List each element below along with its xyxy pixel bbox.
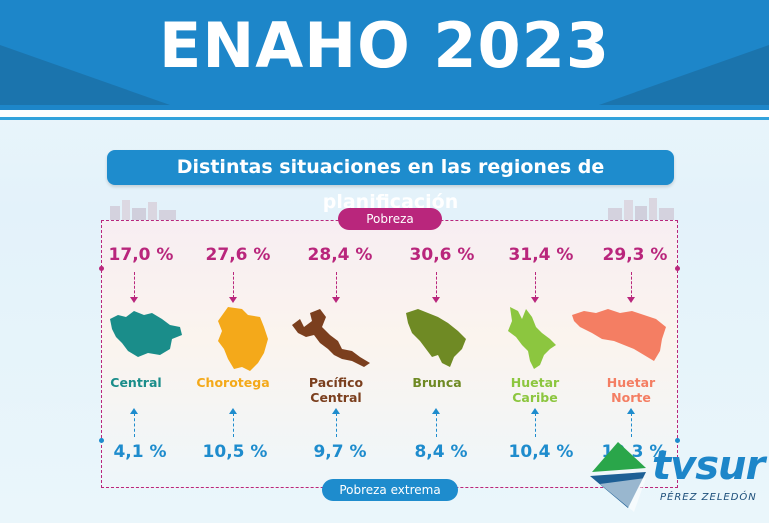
region-name-chorotega: Chorotega [183, 375, 283, 390]
arrow-up [432, 408, 440, 437]
chorotega-map-icon [218, 307, 268, 371]
extreme-value-central: 4,1 % [113, 442, 167, 462]
extreme-value-pacifico-central: 9,7 % [313, 442, 367, 462]
header-fold-left [0, 45, 170, 105]
region-name-line: Brunca [412, 375, 462, 390]
arrow-down [531, 272, 539, 303]
skyline-left-icon [110, 200, 176, 220]
arrow-up [332, 408, 340, 437]
arrow-up [229, 408, 237, 437]
arrow-down [332, 272, 340, 303]
arrow-down [130, 272, 138, 303]
panel-dot [99, 266, 104, 271]
arrow-up [130, 408, 138, 437]
skyline-right-icon [608, 198, 674, 220]
tvsur-logo-icon [590, 442, 646, 512]
arrow-down [229, 272, 237, 303]
pacifico-central-map-icon [292, 309, 370, 367]
region-name-line: Chorotega [196, 375, 270, 390]
header-band: ENAHO 2023 [0, 0, 769, 110]
region-name-brunca: Brunca [387, 375, 487, 390]
region-name-line: Caribe [512, 390, 558, 405]
poverty-value-huetar-norte: 29,3 % [602, 245, 668, 265]
huetar-norte-map-icon [572, 309, 666, 361]
extreme-poverty-label: Pobreza extrema [322, 479, 458, 501]
central-map-icon [110, 311, 182, 357]
region-name-huetar-norte: Huetar Norte [581, 375, 681, 405]
arrow-up [627, 408, 635, 437]
logo-subtitle: PÉREZ ZELEDÓN [660, 492, 757, 503]
page-title: ENAHO 2023 [159, 9, 610, 82]
arrow-down [432, 272, 440, 303]
extreme-value-chorotega: 10,5 % [202, 442, 268, 462]
brunca-map-icon [406, 309, 466, 367]
header-fold-right [599, 45, 769, 105]
poverty-value-pacifico-central: 28,4 % [307, 245, 373, 265]
region-name-line: Huetar [510, 375, 560, 390]
poverty-value-brunca: 30,6 % [409, 245, 475, 265]
extreme-value-huetar-caribe: 10,4 % [508, 442, 574, 462]
region-name-line: Central [310, 390, 362, 405]
arrow-down [627, 272, 635, 303]
panel-dot [675, 266, 680, 271]
poverty-value-chorotega: 27,6 % [205, 245, 271, 265]
region-name-huetar-caribe: Huetar Caribe [485, 375, 585, 405]
panel-dot [99, 438, 104, 443]
header-stripe [0, 110, 769, 120]
poverty-value-huetar-caribe: 31,4 % [508, 245, 574, 265]
region-name-line: Huetar [606, 375, 656, 390]
huetar-caribe-map-icon [508, 307, 556, 369]
region-name-central: Central [86, 375, 186, 390]
region-name-pacifico-central: Pacífico Central [286, 375, 386, 405]
logo-name: tvsur [652, 443, 765, 489]
region-name-line: Norte [611, 390, 651, 405]
regions-panel [101, 220, 678, 488]
subtitle-banner: Distintas situaciones en las regiones de… [107, 150, 674, 213]
poverty-label: Pobreza [338, 208, 442, 230]
region-name-line: Central [110, 375, 162, 390]
arrow-up [531, 408, 539, 437]
poverty-value-central: 17,0 % [108, 245, 174, 265]
panel-dot [675, 438, 680, 443]
region-name-line: Pacífico [308, 375, 364, 390]
extreme-value-brunca: 8,4 % [414, 442, 468, 462]
